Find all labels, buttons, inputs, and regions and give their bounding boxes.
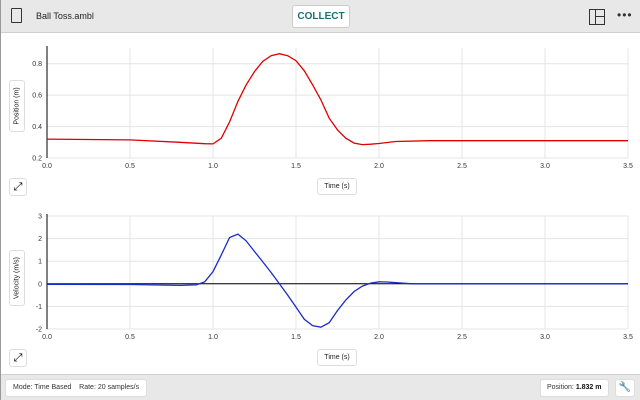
x-tick-label: 1.5 xyxy=(291,334,301,341)
y-axis-label: Position (m) xyxy=(13,87,21,125)
x-tick-label: 2.0 xyxy=(374,334,384,341)
y-tick-label: 0 xyxy=(38,281,42,288)
y-axis-label: Velocity (m/s) xyxy=(13,256,21,300)
x-tick-label: 0.0 xyxy=(42,163,52,170)
x-tick-label: 0.5 xyxy=(125,334,135,341)
x-tick-label: 2.5 xyxy=(457,163,467,170)
y-tick-label: 0.6 xyxy=(32,93,42,100)
graph-options-icon[interactable]: ⤢ xyxy=(9,178,27,196)
y-tick-label: -2 xyxy=(36,327,42,334)
x-axis-label-button[interactable]: Time (s) xyxy=(317,178,357,195)
layout-icon[interactable] xyxy=(589,9,605,25)
more-icon[interactable]: ••• xyxy=(617,8,633,22)
y-tick-label: 0.2 xyxy=(32,156,42,163)
x-tick-label: 3.0 xyxy=(540,334,550,341)
y-axis-label-button-position[interactable]: Position (m) xyxy=(9,80,25,132)
y-tick-label: 1 xyxy=(38,259,42,266)
x-tick-label: 3.5 xyxy=(623,334,633,341)
x-tick-label: 1.5 xyxy=(291,163,301,170)
wrench-icon[interactable]: 🔧 xyxy=(615,379,635,397)
position-label: Position: xyxy=(547,384,574,391)
x-tick-label: 0.5 xyxy=(125,163,135,170)
y-tick-label: -1 xyxy=(36,304,42,311)
x-tick-label: 0.0 xyxy=(42,334,52,341)
file-name: Ball Toss.ambl xyxy=(36,11,94,21)
x-tick-label: 3.0 xyxy=(540,163,550,170)
y-tick-label: 2 xyxy=(38,236,42,243)
position-series-line xyxy=(46,53,628,146)
mode-rate-button[interactable]: Mode: Time Based Rate: 20 samples/s xyxy=(5,379,148,397)
status-bar: Mode: Time Based Rate: 20 samples/s Posi… xyxy=(1,374,640,400)
x-axis-label-button[interactable]: Time (s) xyxy=(317,349,357,366)
collect-button[interactable]: COLLECT xyxy=(292,5,350,28)
x-tick-label: 2.5 xyxy=(457,334,467,341)
y-tick-label: 0.8 xyxy=(32,61,42,68)
x-tick-label: 1.0 xyxy=(208,334,218,341)
y-axis-label-button-velocity[interactable]: Velocity (m/s) xyxy=(9,250,25,306)
y-tick-label: 0.4 xyxy=(32,124,42,131)
x-tick-label: 1.0 xyxy=(208,163,218,170)
graph-options-icon[interactable]: ⤢ xyxy=(9,349,27,367)
document-icon[interactable] xyxy=(11,8,22,23)
position-readout[interactable]: Position: 1.832 m xyxy=(540,379,609,397)
velocity-series-line xyxy=(46,233,628,328)
rate-text: Rate: 20 samples/s xyxy=(79,384,140,391)
toolbar: Ball Toss.ambl COLLECT ••• xyxy=(1,0,640,33)
x-tick-label: 2.0 xyxy=(374,163,384,170)
mode-text: Mode: Time Based xyxy=(13,384,72,391)
position-value: 1.832 m xyxy=(575,384,602,391)
y-tick-label: 3 xyxy=(38,214,42,221)
x-tick-label: 3.5 xyxy=(623,163,633,170)
